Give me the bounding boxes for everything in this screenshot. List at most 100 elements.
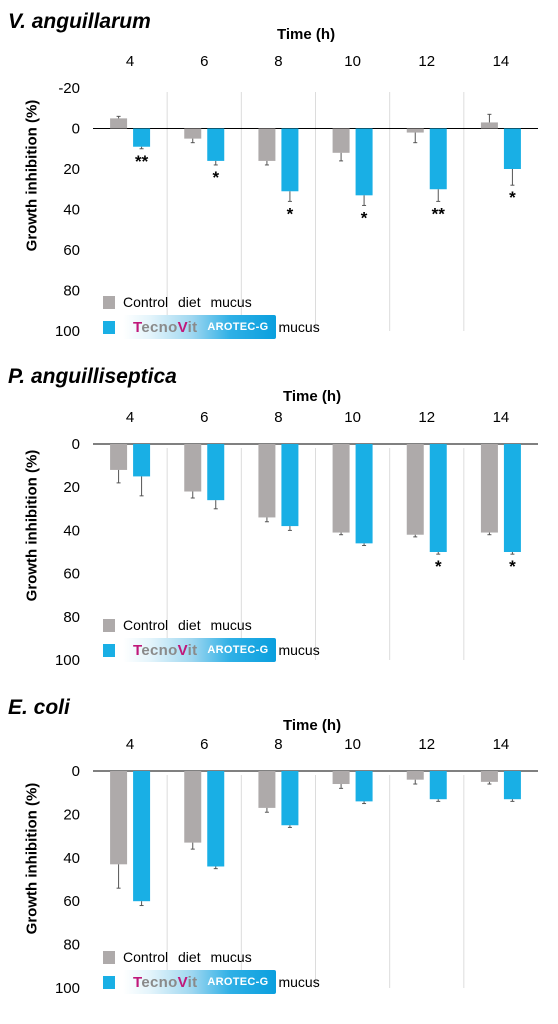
y-tick-label: 60 [63, 893, 80, 910]
chart-panel-3: E. coli Time (h) Growth inhibition (%) 0… [0, 690, 558, 1020]
bar-chart-p-anguilliseptica: 0 20 40 60 80 100 4 6 8 10 12 * 14 * [55, 409, 538, 669]
x-tick-label: 14 [493, 53, 510, 70]
tecnovit-logo: TecnoVit AROTEC-G [123, 970, 277, 994]
x-tick-label: 12 [418, 736, 435, 753]
legend-item-tecnovit: TecnoVit AROTEC-G mucus [103, 638, 320, 662]
y-tick-label: 100 [55, 980, 80, 997]
bar-control [480, 122, 498, 129]
x-tick-label: 4 [126, 736, 134, 753]
bar-tecnovit [281, 128, 299, 192]
legend-label-control: Control diet mucus [123, 949, 252, 965]
significance-marker: * [287, 204, 294, 223]
y-tick-label: 40 [63, 522, 80, 539]
y-tick-label: 0 [72, 121, 80, 138]
bar-tecnovit [503, 128, 521, 169]
tecnovit-logo: TecnoVit AROTEC-G [123, 315, 277, 339]
bar-tecnovit [429, 128, 447, 190]
x-tick-label: 6 [200, 53, 208, 70]
bar-tecnovit [355, 771, 373, 802]
x-tick-label: 10 [344, 409, 361, 426]
bar-tecnovit [355, 128, 373, 196]
bar-control [184, 771, 202, 843]
legend-label-control: Control diet mucus [123, 294, 252, 310]
bar-tecnovit [133, 771, 151, 902]
significance-marker: * [509, 557, 516, 576]
y-tick-label: 20 [63, 806, 80, 823]
y-tick-label: 80 [63, 283, 80, 300]
bar-control [258, 128, 276, 161]
legend-swatch-control [103, 618, 115, 632]
x-tick-label: 14 [493, 736, 510, 753]
y-tick-label: -20 [58, 80, 80, 97]
bar-control [110, 118, 128, 129]
y-tick-label: 0 [72, 436, 80, 453]
bar-tecnovit [133, 444, 151, 477]
bar-control [110, 771, 128, 865]
x-tick-label: 4 [126, 53, 134, 70]
bar-control [332, 771, 350, 785]
bar-tecnovit [429, 771, 447, 800]
bar-control [406, 444, 424, 535]
bar-chart-e-coli: 0 20 40 60 80 100 4 6 8 10 12 14 [55, 736, 538, 997]
significance-marker: * [212, 168, 219, 187]
bar-tecnovit [429, 444, 447, 552]
legend-swatch-tecnovit [103, 643, 115, 657]
bar-tecnovit [355, 444, 373, 544]
y-tick-label: 80 [63, 937, 80, 954]
x-tick-label: 8 [274, 53, 282, 70]
significance-marker: ** [135, 152, 149, 171]
bar-tecnovit [503, 444, 521, 552]
bar-control [406, 128, 424, 133]
bar-control [406, 771, 424, 780]
y-tick-label: 60 [63, 566, 80, 583]
legend-swatch-tecnovit [103, 975, 115, 989]
x-tick-label: 10 [344, 736, 361, 753]
bar-control [184, 128, 202, 139]
x-tick-label: 12 [418, 409, 435, 426]
legend-item-control: Control diet mucus [103, 292, 252, 312]
legend-swatch-control [103, 950, 115, 964]
bar-control [258, 444, 276, 518]
y-tick-label: 100 [55, 323, 80, 340]
legend-label-mucus: mucus [278, 319, 320, 335]
y-tick-label: 0 [72, 763, 80, 780]
significance-marker: * [509, 188, 516, 207]
x-axis-title: Time (h) [283, 388, 342, 405]
legend-item-tecnovit: TecnoVit AROTEC-G mucus [103, 970, 320, 994]
x-axis-title: Time (h) [283, 717, 342, 734]
bar-control [480, 771, 498, 782]
x-tick-label: 12 [418, 53, 435, 70]
bar-tecnovit [207, 444, 225, 501]
chart-panel-2: P. anguilliseptica Time (h) Growth inhib… [0, 362, 558, 682]
panel-title: P. anguilliseptica [8, 365, 177, 388]
legend-item-control: Control diet mucus [103, 947, 252, 967]
bar-control [184, 444, 202, 492]
x-axis-title: Time (h) [277, 26, 336, 43]
bar-tecnovit [281, 771, 299, 826]
significance-marker: * [435, 557, 442, 576]
x-tick-label: 8 [274, 736, 282, 753]
y-tick-label: 20 [63, 479, 80, 496]
x-tick-label: 8 [274, 409, 282, 426]
panel-title: E. coli [8, 696, 70, 719]
x-tick-label: 4 [126, 409, 134, 426]
bar-tecnovit [281, 444, 299, 527]
legend-label-control: Control diet mucus [123, 617, 252, 633]
tecnovit-logo: TecnoVit AROTEC-G [123, 638, 277, 662]
x-tick-label: 10 [344, 53, 361, 70]
bar-control [110, 444, 128, 470]
y-tick-label: 40 [63, 202, 80, 219]
x-tick-label: 14 [493, 409, 510, 426]
y-tick-label: 80 [63, 609, 80, 626]
y-tick-label: 40 [63, 850, 80, 867]
significance-marker: * [361, 208, 368, 227]
significance-marker: ** [432, 204, 446, 223]
panel-title: V. anguillarum [8, 10, 151, 33]
bar-control [480, 444, 498, 533]
legend-label-mucus: mucus [278, 974, 320, 990]
chart-panel-1: V. anguillarum Time (h) Growth inhibitio… [0, 0, 558, 350]
bar-tecnovit [207, 771, 225, 867]
bar-control [332, 128, 350, 153]
x-tick-label: 6 [200, 736, 208, 753]
bar-tecnovit [133, 128, 151, 147]
